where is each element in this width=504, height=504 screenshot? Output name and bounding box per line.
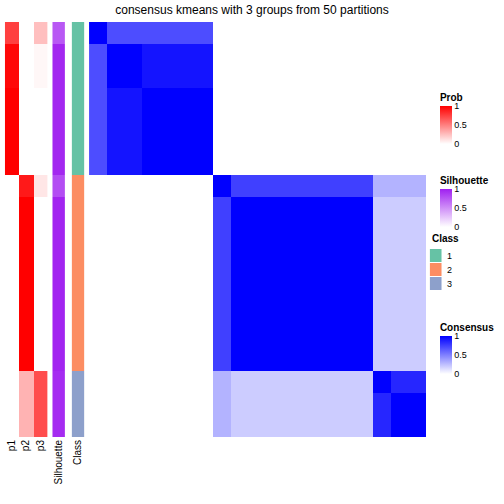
svg-text:1: 1	[454, 331, 459, 341]
svg-text:3: 3	[447, 279, 452, 289]
svg-text:1: 1	[454, 184, 459, 194]
svg-text:1: 1	[454, 101, 459, 111]
svg-text:0: 0	[454, 139, 459, 149]
svg-text:consensus kmeans with 3 groups: consensus kmeans with 3 groups from 50 p…	[115, 3, 388, 17]
svg-text:Prob: Prob	[440, 92, 463, 103]
svg-text:Silhouette: Silhouette	[53, 440, 64, 485]
svg-text:Class: Class	[72, 440, 83, 465]
svg-text:0.5: 0.5	[454, 350, 467, 360]
svg-text:p3: p3	[35, 440, 46, 452]
svg-text:0: 0	[454, 222, 459, 232]
svg-text:1: 1	[447, 251, 452, 261]
svg-text:p1: p1	[6, 440, 17, 452]
svg-text:p2: p2	[20, 440, 31, 452]
svg-text:Class: Class	[432, 233, 459, 244]
svg-text:Silhouette: Silhouette	[440, 175, 489, 186]
svg-text:0.5: 0.5	[454, 203, 467, 213]
svg-text:Consensus: Consensus	[440, 322, 494, 333]
svg-text:0: 0	[454, 369, 459, 379]
svg-text:2: 2	[447, 265, 452, 275]
svg-text:0.5: 0.5	[454, 120, 467, 130]
